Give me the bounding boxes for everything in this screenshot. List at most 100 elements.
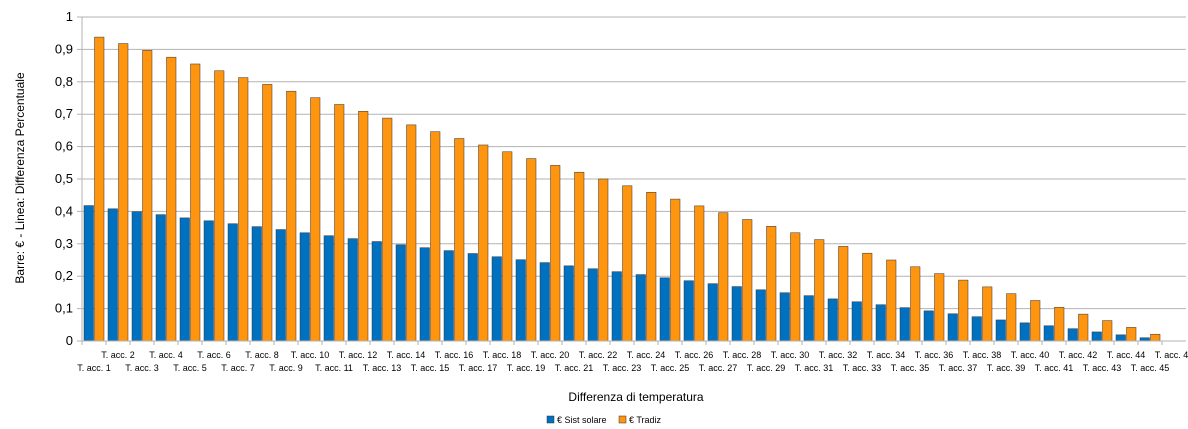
bar-tradiz xyxy=(478,144,489,342)
bar-sist-solare xyxy=(779,292,790,342)
bar-sist-solare xyxy=(83,205,94,342)
bar-sist-solare xyxy=(827,298,838,342)
x-axis-categories: T. acc. 1 T. acc. 2 T. acc. 3 T. acc. 4 T. a… xyxy=(77,350,1188,373)
bar-tradiz xyxy=(526,158,537,342)
bar-tradiz xyxy=(790,232,801,342)
bar-tradiz xyxy=(574,171,585,342)
x-category-label: T. acc. 9 xyxy=(269,363,303,373)
x-category-label: T. acc. 22 xyxy=(579,350,618,360)
y-axis-ticks: 0 0,1 0,2 0,3 0,4 0,5 0,6 0,7 0,8 0,9 1 xyxy=(55,9,73,348)
y-tick-label: 0,2 xyxy=(55,268,73,283)
x-category-label: T. acc. 12 xyxy=(339,350,378,360)
x-category-label: T. acc. 31 xyxy=(795,363,834,373)
x-category-label: T. acc. 26 xyxy=(675,350,714,360)
bar-tradiz xyxy=(742,219,753,342)
x-category-label: T. acc. 45 xyxy=(1131,363,1170,373)
bar-tradiz xyxy=(814,239,825,342)
legend-swatch-tradiz xyxy=(618,415,627,424)
bar-sist-solare xyxy=(923,310,934,342)
y-tick-label: 0,7 xyxy=(55,106,73,121)
bars xyxy=(83,36,1161,342)
x-category-label: T. acc. 32 xyxy=(819,350,858,360)
bar-tradiz xyxy=(1006,293,1017,342)
y-tick-label: 0,9 xyxy=(55,41,73,56)
y-tick-label: 0,1 xyxy=(55,301,73,316)
x-category-label: T. acc. 25 xyxy=(651,363,690,373)
y-tick-label: 0 xyxy=(66,333,73,348)
legend-label-tradiz: € Tradiz xyxy=(629,415,662,425)
x-category-label: T. acc. 33 xyxy=(843,363,882,373)
x-category-label: T. acc. 14 xyxy=(387,350,426,360)
bar-tradiz xyxy=(310,97,321,342)
bar-sist-solare xyxy=(947,313,958,342)
bar-tradiz xyxy=(886,259,897,342)
x-category-label: T. acc. 13 xyxy=(363,363,402,373)
bar-tradiz xyxy=(94,36,105,342)
bar-tradiz xyxy=(166,56,177,342)
bar-tradiz xyxy=(1102,320,1113,342)
x-category-label: T. acc. 37 xyxy=(939,363,978,373)
bar-tradiz xyxy=(238,77,249,342)
bar-tradiz xyxy=(1078,313,1089,342)
bar-sist-solare xyxy=(1019,322,1030,342)
bar-tradiz xyxy=(382,117,393,342)
bar-tradiz xyxy=(142,50,153,342)
bar-tradiz xyxy=(502,151,513,342)
y-tick-label: 0,3 xyxy=(55,236,73,251)
bar-tradiz xyxy=(1054,307,1065,342)
bar-tradiz xyxy=(1030,300,1041,342)
bar-sist-solare xyxy=(419,247,430,342)
bar-tradiz xyxy=(1126,327,1137,342)
x-category-label: T. acc. 16 xyxy=(435,350,474,360)
bar-sist-solare xyxy=(251,226,262,342)
bar-tradiz xyxy=(190,63,201,342)
x-category-label: T. acc. 34 xyxy=(867,350,906,360)
y-tick-label: 0,5 xyxy=(55,171,73,186)
bar-tradiz xyxy=(958,279,969,342)
bar-sist-solare xyxy=(803,295,814,342)
bar-tradiz xyxy=(118,43,129,342)
x-category-label: T. acc. 41 xyxy=(1035,363,1074,373)
x-category-label: T. acc. 42 xyxy=(1059,350,1098,360)
bar-tradiz xyxy=(862,252,873,342)
y-tick-label: 1 xyxy=(66,9,73,24)
bar-sist-solare xyxy=(323,235,334,342)
x-category-label: T. acc. 2 xyxy=(101,350,135,360)
legend-label-sist-solare: € Sist solare xyxy=(557,415,607,425)
legend-swatch-sist-solare xyxy=(546,415,555,424)
bar-sist-solare xyxy=(539,262,550,342)
bar-tradiz xyxy=(550,165,561,342)
bar-sist-solare xyxy=(587,268,598,342)
x-category-label: T. acc. 24 xyxy=(627,350,666,360)
x-category-label: T. acc. 44 xyxy=(1107,350,1146,360)
x-category-label: T. acc. 18 xyxy=(483,350,522,360)
bar-tradiz xyxy=(718,212,729,342)
bar-sist-solare xyxy=(875,304,886,342)
x-category-label: T. acc. 17 xyxy=(459,363,498,373)
x-category-label: T. acc. 30 xyxy=(771,350,810,360)
bar-sist-solare xyxy=(467,253,478,342)
x-category-label: T. acc. 20 xyxy=(531,350,570,360)
bar-tradiz xyxy=(454,138,465,342)
x-category-label: T. acc. 35 xyxy=(891,363,930,373)
x-category-label: T. acc. 29 xyxy=(747,363,786,373)
bar-tradiz xyxy=(670,198,681,342)
bar-tradiz xyxy=(910,266,921,342)
x-category-label: T. acc. 3 xyxy=(125,363,159,373)
y-tick-label: 0,6 xyxy=(55,139,73,154)
x-category-label: T. acc. 46 xyxy=(1155,350,1188,360)
bar-sist-solare xyxy=(275,229,286,342)
legend: € Sist solare € Tradiz xyxy=(546,415,662,425)
bar-sist-solare xyxy=(731,286,742,342)
bar-tradiz xyxy=(934,273,945,342)
bar-tradiz xyxy=(838,246,849,342)
bar-sist-solare xyxy=(851,301,862,342)
bar-sist-solare xyxy=(707,283,718,342)
bar-tradiz xyxy=(286,90,297,342)
bar-tradiz xyxy=(1150,333,1161,342)
bar-sist-solare xyxy=(611,271,622,342)
bar-tradiz xyxy=(406,124,417,342)
x-category-label: T. acc. 10 xyxy=(291,350,330,360)
bar-sist-solare xyxy=(899,307,910,342)
